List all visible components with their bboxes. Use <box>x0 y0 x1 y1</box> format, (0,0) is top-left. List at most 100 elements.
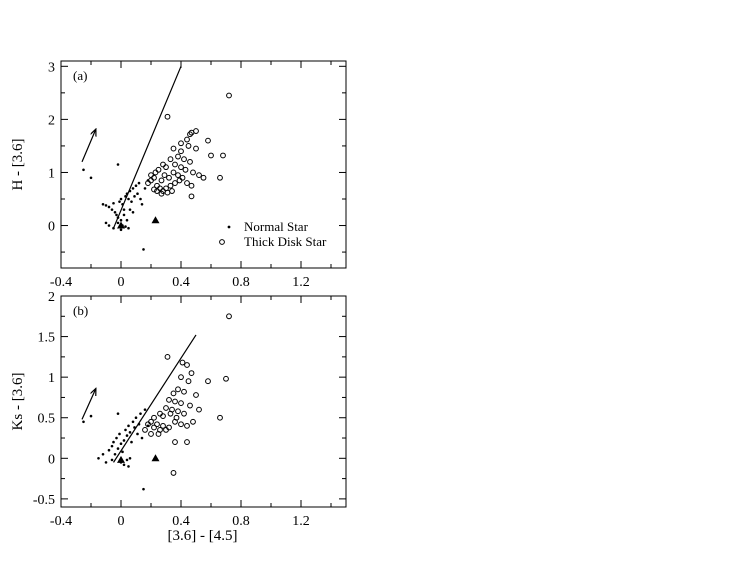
normal-star-point <box>130 200 133 203</box>
normal-star-point <box>142 248 145 251</box>
panel-b-fit-line <box>112 334 197 463</box>
panel-b-ticks <box>60 295 346 507</box>
legend-normal-star-label: Normal Star <box>244 219 309 234</box>
thick-disk-star-point <box>173 414 180 421</box>
thick-disk-star-point <box>178 421 184 428</box>
normal-star-point <box>112 226 115 230</box>
thick-disk-star-point <box>176 177 183 184</box>
normal-star-point <box>116 412 120 415</box>
normal-star-point <box>125 458 129 462</box>
thick-disk-star-point <box>170 169 177 176</box>
panel-b-label: (b) <box>73 303 88 318</box>
normal-star-point <box>127 465 130 468</box>
thick-disk-star-point <box>152 169 159 176</box>
normal-star-point <box>116 216 120 219</box>
thick-disk-star-point <box>182 166 189 173</box>
panel-b-triangle-points <box>117 454 160 463</box>
thick-disk-star-point <box>184 180 190 186</box>
normal-star-point <box>137 181 141 185</box>
thick-disk-star-point <box>151 174 157 181</box>
x-tick-label: 0.8 <box>232 275 250 290</box>
thick-disk-star-point <box>160 422 166 429</box>
x-tick-label: -0.4 <box>50 275 72 290</box>
thick-disk-star-point <box>181 410 187 417</box>
normal-star-point <box>113 452 117 456</box>
panel-a-label: (a) <box>73 68 87 83</box>
panel-a-fit-line <box>112 66 182 229</box>
thick-disk-star-point <box>185 143 192 149</box>
normal-star-point <box>124 195 127 198</box>
normal-star-point <box>131 420 135 424</box>
normal-star-point <box>116 163 120 166</box>
normal-star-point <box>130 440 133 444</box>
thick-disk-star-point <box>161 172 168 179</box>
normal-star-point <box>104 461 108 464</box>
thick-disk-star-point <box>208 152 214 159</box>
x-tick-label: 1.2 <box>292 514 310 529</box>
thick-disk-star-point <box>166 396 172 403</box>
normal-star-point <box>119 197 123 201</box>
thick-disk-star-point <box>151 424 157 431</box>
thick-disk-star-point <box>178 374 184 381</box>
thick-disk-star-point <box>175 153 181 160</box>
normal-star-point <box>127 226 130 230</box>
thick-disk-star-point <box>179 359 186 366</box>
triangle-point <box>117 221 125 229</box>
normal-star-point <box>104 204 108 207</box>
normal-star-point <box>104 221 108 225</box>
normal-star-point <box>118 432 121 436</box>
thick-disk-star-point <box>184 362 190 368</box>
normal-star-point <box>107 224 111 227</box>
normal-star-point <box>89 414 93 418</box>
thick-disk-star-point <box>217 414 223 421</box>
y-tick-label: 2 <box>48 290 55 305</box>
normal-star-point <box>122 439 126 442</box>
x-tick-label: 1.2 <box>292 275 310 290</box>
thick-disk-star-point <box>148 177 154 184</box>
panel-b: -0.4 0 0.4 0.8 1.2 -0.5 0 0.5 1 1.5 2 Ks - [3.6] [… <box>10 290 347 544</box>
y-tick-label: 1 <box>48 166 55 181</box>
normal-star-point <box>107 448 111 452</box>
thick-disk-star-point <box>154 421 160 428</box>
thick-disk-star-point <box>172 439 178 445</box>
panel-a-frame <box>60 60 347 269</box>
normal-star-point <box>140 203 144 206</box>
thick-disk-star-point <box>205 378 211 385</box>
normal-star-point <box>82 168 85 172</box>
normal-star-point <box>97 457 100 460</box>
thick-disk-star-point <box>175 386 181 393</box>
thick-disk-star-point <box>163 405 169 411</box>
normal-star-point <box>134 184 138 188</box>
thick-disk-star-point <box>187 402 193 409</box>
thick-disk-star-point <box>185 378 192 385</box>
normal-star-point <box>110 444 114 448</box>
thick-disk-star-point <box>178 164 184 171</box>
normal-star-point <box>119 228 123 232</box>
normal-star-point <box>119 218 123 222</box>
panel-b-normal-star-points <box>82 408 150 491</box>
thick-disk-star-point <box>166 174 172 181</box>
normal-star-point <box>122 213 126 217</box>
thick-disk-star-point <box>167 410 174 417</box>
thick-disk-star-point <box>181 388 187 395</box>
thick-disk-star-point <box>151 186 157 193</box>
thick-disk-star-point <box>167 156 174 163</box>
triangle-point <box>151 454 160 462</box>
y-tick-label: 1.5 <box>38 331 56 346</box>
normal-star-point <box>133 195 136 198</box>
thick-disk-star-point <box>184 422 190 429</box>
normal-star-point <box>122 463 126 467</box>
thick-disk-star-point <box>205 137 211 144</box>
thick-disk-star-point <box>178 148 184 155</box>
thick-disk-star-point <box>226 92 232 99</box>
thick-disk-star-point <box>160 161 166 168</box>
normal-star-point <box>121 450 124 454</box>
thick-disk-star-point <box>184 136 190 143</box>
normal-star-point <box>143 187 147 190</box>
thick-disk-star-point <box>187 131 193 138</box>
normal-star-point <box>124 225 127 228</box>
y-tick-label: 1 <box>48 371 55 386</box>
thick-disk-star-point <box>170 145 177 152</box>
thick-disk-star-point <box>158 190 165 197</box>
